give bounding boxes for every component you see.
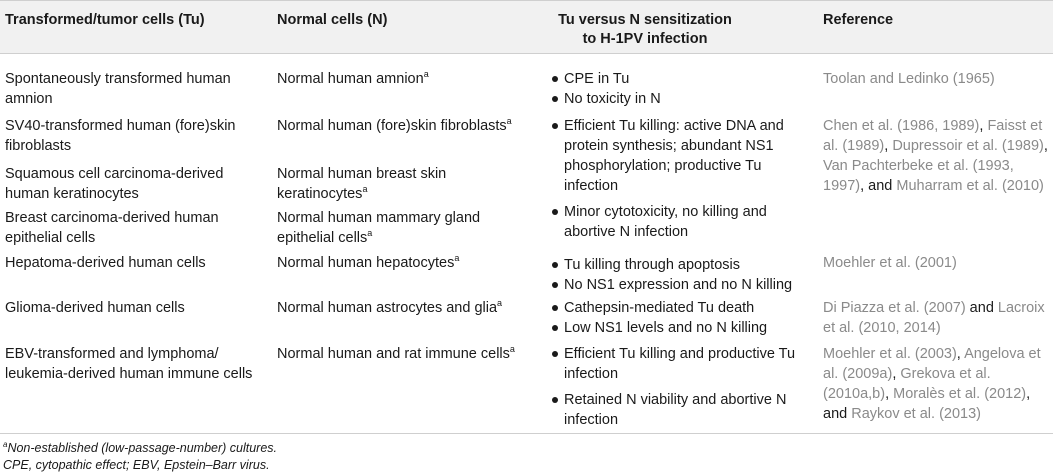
footnote-mark: a bbox=[497, 298, 503, 309]
reference-link[interactable]: Faisst et al. (1989) bbox=[823, 118, 1043, 154]
normal-cell: Normal human amniona bbox=[277, 69, 527, 89]
sensitization-cell: Efficient Tu killing: active DNA and pro… bbox=[538, 116, 803, 242]
tumor-cell: Spontaneously transformed human amnion bbox=[5, 71, 231, 107]
footnote-a: aNon-established (low-passage-number) cu… bbox=[3, 440, 277, 456]
data-table: Transformed/tumor cells (Tu) Normal cell… bbox=[0, 0, 1053, 428]
bullet-icon bbox=[552, 96, 558, 102]
reference-cell: Di Piazza et al. (2007) and Lacroix et a… bbox=[823, 300, 1045, 336]
normal-cell: Normal human hepatocytesa bbox=[277, 253, 527, 273]
bullet-item: Minor cytotoxicity, no killing and abort… bbox=[538, 202, 803, 242]
bullet-icon bbox=[552, 209, 558, 215]
normal-cell-text: Normal human amnion bbox=[277, 71, 424, 87]
header-tumor-cells: Transformed/tumor cells (Tu) bbox=[5, 12, 205, 28]
footnote-mark: a bbox=[506, 116, 512, 127]
bullet-icon bbox=[552, 76, 558, 82]
footnote-mark: a bbox=[454, 253, 460, 264]
tumor-cell: Squamous cell carcinoma-derived human ke… bbox=[5, 166, 224, 202]
reference-link[interactable]: Raykov et al. (2013) bbox=[851, 406, 981, 422]
bullet-item: No NS1 expression and no N killing bbox=[538, 275, 803, 295]
header-reference: Reference bbox=[823, 12, 894, 28]
header-sensitization: Tu versus N sensitization to H-1PV infec… bbox=[550, 11, 740, 49]
footnote-mark: a bbox=[423, 69, 429, 80]
footnote-abbreviations: CPE, cytopathic effect; EBV, Epstein–Bar… bbox=[3, 458, 270, 472]
bullet-item: Low NS1 levels and no N killing bbox=[538, 318, 803, 338]
reference-cell: Chen et al. (1986, 1989), Faisst et al. … bbox=[823, 118, 1048, 194]
reference-link[interactable]: Dupressoir et al. (1989) bbox=[892, 138, 1044, 154]
table-bottom-rule bbox=[0, 433, 1053, 434]
bullet-icon bbox=[552, 351, 558, 357]
reference-link[interactable]: Chen et al. (1986, 1989) bbox=[823, 118, 980, 134]
normal-cell: Normal human mammary gland epithelial ce… bbox=[277, 208, 527, 248]
bullet-item: CPE in Tu bbox=[538, 69, 803, 89]
sensitization-cell: Cathepsin-mediated Tu death Low NS1 leve… bbox=[538, 298, 803, 338]
footnote-a-text: Non-established (low-passage-number) cul… bbox=[7, 441, 278, 455]
bullet-icon bbox=[552, 282, 558, 288]
bullet-item: Cathepsin-mediated Tu death bbox=[538, 298, 803, 318]
normal-cell-text: Normal human and rat immune cells bbox=[277, 346, 510, 362]
bullet-icon bbox=[552, 305, 558, 311]
footnote-mark: a bbox=[509, 344, 515, 355]
bullet-item: Efficient Tu killing: active DNA and pro… bbox=[538, 116, 803, 196]
tumor-cell: Glioma-derived human cells bbox=[5, 300, 185, 316]
reference-cell: Moehler et al. (2001) bbox=[823, 253, 1051, 273]
sensitization-cell: Efficient Tu killing and productive Tu i… bbox=[538, 344, 803, 430]
reference-link[interactable]: Muharram et al. (2010) bbox=[896, 178, 1044, 194]
footnote-mark: a bbox=[367, 228, 373, 239]
header-sensitization-line1: Tu versus N sensitization bbox=[558, 12, 732, 28]
reference-link[interactable]: Moehler et al. (2001) bbox=[823, 255, 957, 271]
footnote-a-mark: a bbox=[3, 439, 8, 449]
tumor-cell: Hepatoma-derived human cells bbox=[5, 255, 206, 271]
bullet-item: Tu killing through apoptosis bbox=[538, 255, 803, 275]
normal-cell: Normal human and rat immune cellsa bbox=[277, 344, 527, 364]
tumor-cell: SV40-transformed human (fore)skin fibrob… bbox=[5, 118, 236, 154]
reference-link[interactable]: Grekova et al. (2010a,b) bbox=[823, 366, 991, 402]
reference-link[interactable]: Lacroix et al. (2010, 2014) bbox=[823, 300, 1045, 336]
normal-cell: Normal human (fore)skin fibroblastsa bbox=[277, 116, 527, 136]
normal-cell-text: Normal human mammary gland epithelial ce… bbox=[277, 210, 481, 246]
bullet-icon bbox=[552, 397, 558, 403]
reference-cell: Moehler et al. (2003), Angelova et al. (… bbox=[823, 346, 1041, 422]
reference-link[interactable]: Van Pachterbeke et al. (1993, 1997) bbox=[823, 158, 1014, 194]
bullet-icon bbox=[552, 123, 558, 129]
bullet-item: Retained N viability and abortive N infe… bbox=[538, 390, 803, 430]
tumor-cell: Breast carcinoma-derived human epithelia… bbox=[5, 210, 219, 246]
sensitization-cell: CPE in Tu No toxicity in N bbox=[538, 69, 803, 109]
reference-link[interactable]: Di Piazza et al. (2007) bbox=[823, 300, 966, 316]
bullet-icon bbox=[552, 262, 558, 268]
normal-cell-text: Normal human astrocytes and glia bbox=[277, 300, 498, 316]
normal-cell-text: Normal human (fore)skin fibroblasts bbox=[277, 118, 507, 134]
normal-cell-text: Normal human hepatocytes bbox=[277, 255, 455, 271]
header-sensitization-line2: to H-1PV infection bbox=[582, 31, 708, 47]
tumor-cell: EBV-transformed and lymphoma/ leukemia-d… bbox=[5, 346, 253, 382]
normal-cell-text: Normal human breast skin keratinocytes bbox=[277, 166, 447, 202]
reference-link[interactable]: Moehler et al. (2003) bbox=[823, 346, 957, 362]
table-header: Transformed/tumor cells (Tu) Normal cell… bbox=[0, 0, 1053, 54]
normal-cell: Normal human astrocytes and gliaa bbox=[277, 298, 527, 318]
reference-link[interactable]: Toolan and Ledinko (1965) bbox=[823, 71, 995, 87]
bullet-icon bbox=[552, 325, 558, 331]
bullet-item: Efficient Tu killing and productive Tu i… bbox=[538, 344, 803, 384]
bullet-item: No toxicity in N bbox=[538, 89, 803, 109]
reference-link[interactable]: Angelova et al. (2009a) bbox=[823, 346, 1041, 382]
footnote-mark: a bbox=[362, 184, 368, 195]
reference-cell: Toolan and Ledinko (1965) bbox=[823, 69, 1051, 89]
normal-cell: Normal human breast skin keratinocytesa bbox=[277, 164, 527, 204]
header-normal-cells: Normal cells (N) bbox=[277, 12, 388, 28]
reference-link[interactable]: Moralès et al. (2012) bbox=[893, 386, 1027, 402]
sensitization-cell: Tu killing through apoptosis No NS1 expr… bbox=[538, 255, 803, 295]
